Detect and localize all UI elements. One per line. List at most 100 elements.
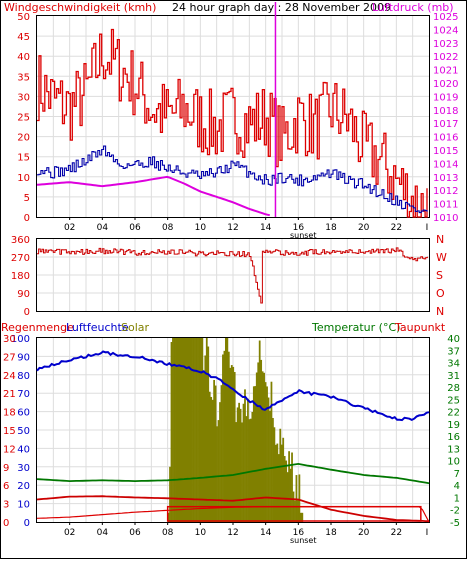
humidity-series [36, 338, 430, 523]
humidity-y-tick-label: 40 [17, 444, 30, 455]
pressure-line [36, 175, 270, 217]
solar-bar [175, 338, 177, 522]
solar-bar [248, 419, 251, 522]
solar-bar [242, 403, 245, 522]
rain-y-tick-label: 15 [3, 426, 16, 437]
solar-bar [177, 338, 180, 522]
solar-bar [189, 338, 192, 522]
pressure-y-ticks: 1010 1011 1012 1013 1014 1015 1016 1017 1018 1019… [433, 12, 458, 224]
x-tick-label: 10 [195, 223, 207, 233]
solar-bar [226, 338, 229, 522]
humidity-y-tick-label: 100 [11, 334, 30, 345]
temperature-y-tick-label: 40 [447, 334, 460, 345]
rain-y-tick-label: 24 [3, 371, 16, 382]
pressure-y-tick-label: 1024 [433, 25, 458, 36]
solar-bar [211, 399, 214, 522]
temperature-line [36, 462, 430, 485]
solar-bar [194, 338, 196, 522]
x-tick-label: 08 [162, 528, 174, 538]
humidity-y-tick-label: 90 [17, 352, 30, 363]
solar-bar [255, 372, 258, 522]
temperature-y-tick-label: 25 [447, 395, 460, 406]
solar-bar [252, 386, 255, 522]
direction-y-tick-label: 180 [11, 271, 30, 282]
rain-y-tick-label: 18 [3, 408, 16, 419]
chart-title: 24 hour graph day : 28 November 2009 [172, 1, 391, 14]
wind-y-tick-label: 15 [17, 153, 30, 164]
solar-bar [269, 410, 271, 522]
solar-bar [222, 354, 224, 522]
solar-bar [191, 338, 193, 522]
rain-y-tick-label: 21 [3, 389, 16, 400]
x-tick-label: 16 [293, 528, 305, 538]
x-tick-label: 14 [260, 528, 272, 538]
solar-bar [294, 500, 296, 522]
humidity-y-tick-label: 30 [17, 463, 30, 474]
solar-bar [186, 338, 189, 522]
solar-bar [245, 416, 248, 522]
solar-bar [176, 338, 179, 522]
solar-bar [210, 396, 213, 522]
solar-bar [241, 422, 243, 522]
direction-y-tick-label: 270 [11, 253, 30, 264]
wind-gust-line [37, 28, 428, 218]
temperature-y-tick-label: 34 [447, 359, 460, 370]
solar-bar [260, 359, 263, 522]
pressure-y-tick-label: 1020 [433, 79, 458, 90]
solar-bar [289, 468, 292, 522]
temperature-y-tick-label: 4 [454, 481, 460, 492]
rain-y-tick-label: 3 [3, 500, 9, 511]
dewpoint-line [36, 495, 430, 523]
wind-direction-line [37, 247, 428, 304]
pressure-y-tick-label: 1018 [433, 106, 458, 117]
rain-y-tick-label: 9 [3, 463, 9, 474]
solar-bar [223, 350, 226, 522]
solar-bar [301, 512, 304, 522]
rain-y-tick-label: 12 [3, 444, 16, 455]
pressure-y-tick-label: 1025 [433, 12, 458, 23]
solar-bar [270, 381, 273, 522]
wind-y-ticks: 0 5 10 15 20 25 30 35 40 45 50 [17, 12, 30, 224]
solar-bar [298, 474, 301, 522]
x-tick-label: 20 [358, 528, 370, 538]
x-tick-label: 04 [97, 528, 109, 538]
wind-y-tick-label: 0 [24, 213, 30, 224]
solar-bar [279, 428, 282, 522]
solar-bar [261, 371, 264, 522]
temperature-y-tick-label: 10 [447, 457, 460, 468]
solar-bar [198, 338, 201, 522]
solar-bar [238, 402, 240, 522]
wind-series [36, 2, 428, 218]
compass-label: W [436, 251, 447, 264]
x-tick-label: 02 [64, 528, 75, 538]
solar-bar [247, 398, 249, 522]
rain-y-tick-label: 30 [3, 334, 16, 345]
solar-bar [257, 362, 260, 522]
x-tick-label: 10 [195, 528, 207, 538]
solar-bar [185, 338, 188, 522]
wind-y-tick-label: 10 [17, 173, 30, 184]
solar-bar [214, 385, 217, 522]
solar-bar [192, 338, 195, 522]
solar-bar [235, 422, 238, 522]
solar-bar [236, 407, 239, 522]
wind-y-tick-label: 30 [17, 92, 30, 103]
solar-bar [288, 451, 290, 522]
dewpoint-legend: Taupunkt [394, 321, 446, 334]
x-tick-label: 18 [325, 223, 337, 233]
solar-bar [224, 338, 227, 522]
wind-y-tick-label: 45 [17, 32, 30, 43]
solar-bar [207, 346, 210, 522]
solar-bar [182, 338, 185, 522]
solar-bar [172, 338, 174, 522]
solar-bar [244, 389, 246, 522]
solar-bar [297, 499, 299, 522]
x-tick-label: 22 [391, 223, 402, 233]
temperature-y-tick-label: 31 [447, 371, 460, 382]
temperature-y-tick-label: 37 [447, 346, 460, 357]
pressure-y-tick-label: 1012 [433, 186, 458, 197]
solar-bar [227, 351, 230, 522]
humidity-line [36, 350, 430, 422]
solar-bar [179, 338, 182, 522]
